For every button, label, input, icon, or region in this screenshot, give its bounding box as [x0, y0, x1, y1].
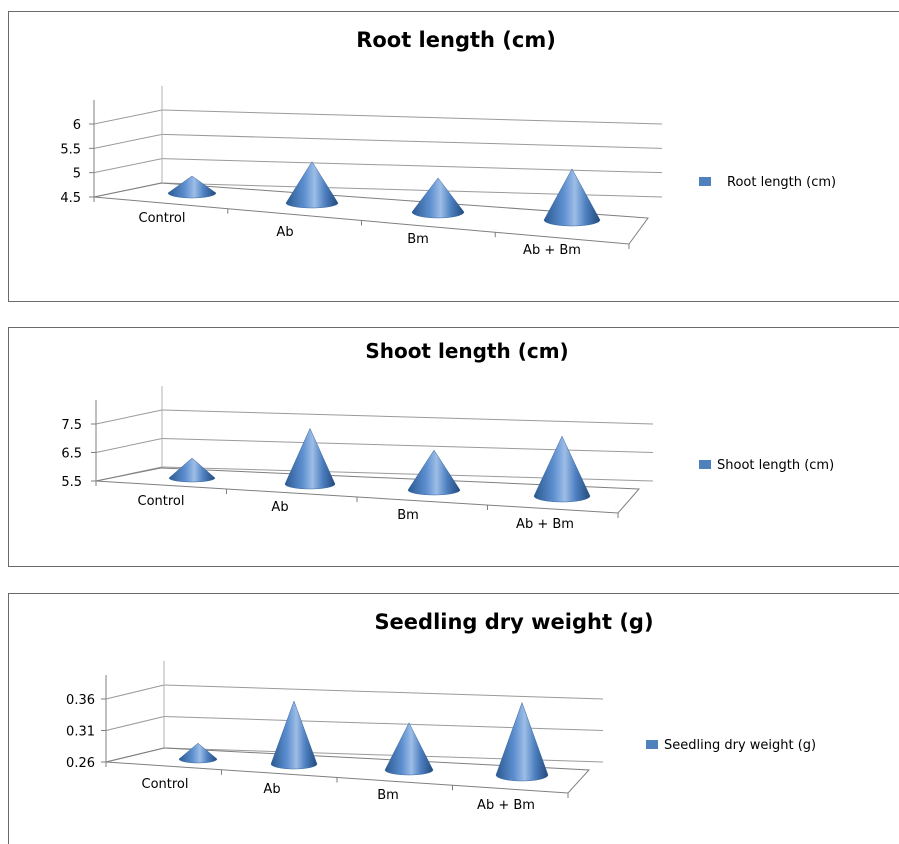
y-tick-label: 7.5: [61, 418, 82, 433]
cone-bm: [384, 722, 434, 776]
cone-bm: [411, 177, 465, 219]
x-category-label: Ab: [263, 782, 280, 797]
gridline: [161, 133, 663, 149]
chart-title: Seedling dry weight (g): [374, 610, 653, 634]
y-tick-label: 5: [73, 167, 81, 182]
gridline: [161, 409, 654, 425]
floor-outline: [95, 467, 641, 514]
x-category-label: Ab + Bm: [477, 798, 535, 813]
chart-title: Shoot length (cm): [365, 339, 568, 363]
x-category-label: Bm: [397, 508, 419, 523]
y-tick-label: 0.36: [66, 693, 95, 708]
floor-outline: [105, 747, 591, 794]
cone-bm: [407, 449, 461, 496]
legend-swatch: [699, 177, 711, 186]
chart-svg-2: Seedling dry weight (g) 0.26 0.31 0.36 Contr…: [66, 610, 816, 813]
cone-ab: [285, 161, 339, 209]
x-category-label: Control: [138, 494, 185, 509]
cone-ab: [270, 700, 318, 770]
gridline: [161, 438, 654, 453]
gridline-slant: [93, 109, 163, 125]
x-category-label: Ab: [276, 225, 293, 240]
cone-ab-bm: [543, 168, 601, 227]
chart-panel-root-length: Root length (cm) 4.5 5 5.5 6 Control Ab Bm Ab + …: [8, 11, 899, 302]
gridline: [163, 684, 604, 700]
legend-swatch: [699, 460, 711, 469]
legend-label: Seedling dry weight (g): [664, 738, 816, 753]
legend-label: Shoot length (cm): [717, 458, 834, 473]
y-tick-label: 4.5: [60, 191, 81, 206]
cone-ab: [284, 427, 336, 490]
x-category-label: Bm: [407, 232, 429, 247]
gridline: [161, 109, 663, 125]
gridline: [161, 158, 663, 174]
gridline-slant: [95, 409, 163, 425]
legend-swatch: [646, 740, 658, 749]
floor-outline: [93, 182, 649, 245]
y-tick-label: 6: [73, 118, 81, 133]
x-category-label: Control: [142, 777, 189, 792]
y-tick-label: 0.31: [66, 725, 95, 740]
gridline-slant: [93, 158, 163, 174]
x-category-label: Ab + Bm: [523, 243, 581, 258]
x-category-label: Ab: [271, 500, 288, 515]
chart-panel-shoot-length: Shoot length (cm) 5.5 6.5 7.5 Control Ab Bm Ab …: [8, 327, 899, 567]
x-category-label: Bm: [377, 788, 399, 803]
chart-svg-0: Root length (cm) 4.5 5 5.5 6 Control Ab Bm Ab + …: [60, 28, 836, 258]
y-tick-label: 6.5: [61, 447, 82, 462]
chart-title: Root length (cm): [356, 28, 556, 52]
y-tick-label: 0.26: [66, 756, 95, 771]
cone-control: [167, 175, 217, 199]
cone-ab-bm: [495, 701, 549, 782]
gridline: [161, 182, 663, 198]
cone-control: [168, 457, 216, 483]
cone-control: [178, 742, 218, 764]
gridline-slant: [95, 438, 163, 453]
gridline-slant: [93, 133, 163, 149]
legend-label: Root length (cm): [727, 175, 836, 190]
gridline: [163, 716, 604, 731]
y-tick-label: 5.5: [60, 142, 81, 157]
gridline-slant: [105, 716, 165, 731]
x-category-label: Ab + Bm: [516, 517, 574, 532]
y-tick-label: 5.5: [61, 475, 82, 490]
chart-panel-seedling-dry-weight: Seedling dry weight (g) 0.26 0.31 0.36 Contr…: [8, 593, 899, 844]
x-category-label: Control: [139, 211, 186, 226]
gridline-slant: [105, 684, 165, 700]
cone-ab-bm: [533, 435, 591, 503]
chart-svg-1: Shoot length (cm) 5.5 6.5 7.5 Control Ab Bm Ab …: [61, 339, 834, 532]
